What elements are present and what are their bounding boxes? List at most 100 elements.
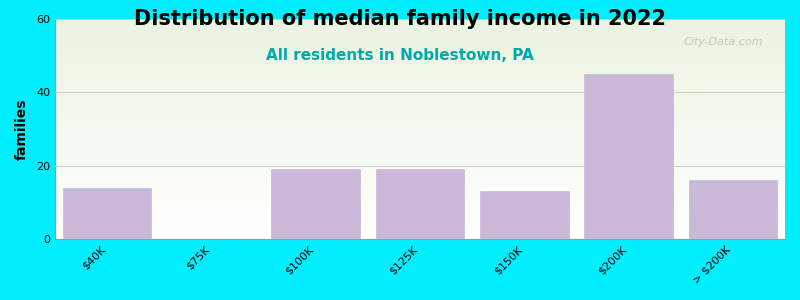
Bar xyxy=(55,95,785,96)
Bar xyxy=(62,188,151,239)
Bar xyxy=(55,227,785,228)
Bar xyxy=(55,185,785,186)
Bar xyxy=(55,46,785,48)
Bar xyxy=(55,141,785,142)
Bar xyxy=(55,81,785,82)
Bar xyxy=(55,63,785,64)
Bar xyxy=(55,238,785,239)
Bar xyxy=(55,111,785,112)
Bar xyxy=(55,70,785,71)
Bar xyxy=(55,89,785,91)
Bar xyxy=(55,188,785,190)
Bar xyxy=(55,45,785,46)
Bar xyxy=(55,52,785,53)
Bar xyxy=(55,35,785,37)
Bar xyxy=(55,42,785,43)
Bar xyxy=(55,126,785,127)
Bar xyxy=(55,127,785,128)
Bar xyxy=(55,193,785,194)
Bar xyxy=(55,143,785,144)
Bar xyxy=(55,173,785,174)
Bar xyxy=(55,137,785,138)
Bar xyxy=(55,58,785,60)
Bar xyxy=(55,117,785,118)
Bar xyxy=(55,149,785,150)
Bar xyxy=(55,207,785,208)
Bar xyxy=(55,192,785,193)
Bar xyxy=(55,206,785,207)
Bar xyxy=(55,50,785,51)
Text: City-Data.com: City-Data.com xyxy=(683,37,763,46)
Bar xyxy=(55,224,785,225)
Bar xyxy=(55,155,785,157)
Bar xyxy=(55,26,785,27)
Bar xyxy=(55,219,785,220)
Bar xyxy=(55,231,785,232)
Bar xyxy=(55,28,785,29)
Bar xyxy=(55,150,785,151)
Bar xyxy=(55,212,785,213)
Bar xyxy=(55,144,785,145)
Bar xyxy=(55,148,785,149)
Bar xyxy=(55,226,785,227)
Bar xyxy=(55,223,785,224)
Bar xyxy=(55,194,785,195)
Bar xyxy=(55,65,785,66)
Bar xyxy=(55,171,785,172)
Bar xyxy=(55,217,785,218)
Bar xyxy=(55,159,785,160)
Bar xyxy=(55,186,785,187)
Bar xyxy=(55,205,785,206)
Bar xyxy=(55,60,785,61)
Bar xyxy=(55,78,785,80)
Bar xyxy=(55,44,785,45)
Bar xyxy=(55,34,785,35)
Bar xyxy=(55,136,785,137)
Bar xyxy=(55,152,785,153)
Bar xyxy=(55,99,785,101)
Bar xyxy=(55,229,785,230)
Bar xyxy=(55,103,785,104)
Bar xyxy=(55,115,785,116)
Bar xyxy=(55,132,785,134)
Bar xyxy=(55,215,785,216)
Bar xyxy=(55,187,785,188)
Bar xyxy=(55,121,785,122)
Bar xyxy=(55,93,785,94)
Bar xyxy=(55,221,785,223)
Bar xyxy=(584,74,673,239)
Bar xyxy=(55,100,785,101)
Bar xyxy=(55,55,785,56)
Bar xyxy=(55,29,785,30)
Bar xyxy=(55,140,785,141)
Bar xyxy=(55,162,785,163)
Bar xyxy=(55,68,785,70)
Bar xyxy=(55,225,785,226)
Bar xyxy=(55,174,785,175)
Text: Distribution of median family income in 2022: Distribution of median family income in … xyxy=(134,9,666,29)
Bar xyxy=(55,202,785,203)
Bar xyxy=(55,134,785,136)
Bar xyxy=(55,85,785,86)
Bar xyxy=(55,83,785,84)
Bar xyxy=(55,196,785,197)
Bar xyxy=(55,232,785,233)
Bar xyxy=(55,116,785,117)
Bar xyxy=(55,98,785,99)
Bar xyxy=(55,72,785,73)
Bar xyxy=(55,37,785,38)
Bar xyxy=(55,184,785,185)
Bar xyxy=(55,163,785,164)
Bar xyxy=(55,122,785,124)
Bar xyxy=(55,54,785,55)
Bar xyxy=(55,128,785,129)
Bar xyxy=(55,183,785,184)
Bar xyxy=(55,104,785,105)
Bar xyxy=(55,204,785,205)
Bar xyxy=(55,157,785,158)
Bar xyxy=(55,235,785,236)
Bar xyxy=(55,20,785,21)
Bar xyxy=(55,30,785,31)
Bar xyxy=(55,213,785,214)
Bar xyxy=(55,25,785,26)
